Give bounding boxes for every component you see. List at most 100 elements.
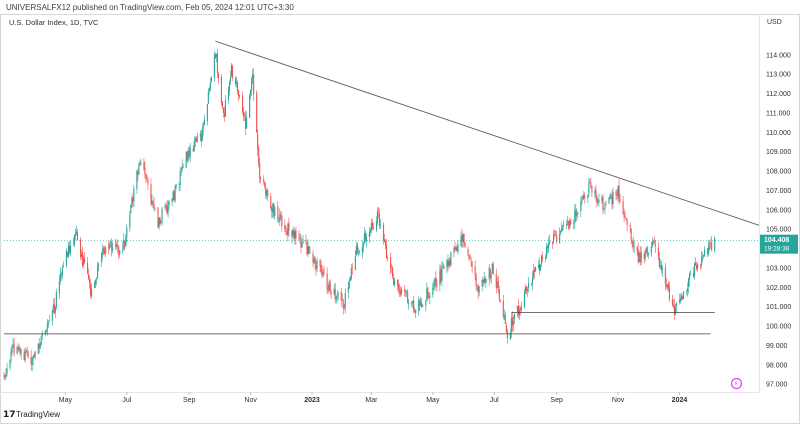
candle-body-328: [464, 242, 466, 248]
y-tick-label-8: 105.000: [766, 227, 791, 234]
candle-396: [561, 222, 563, 232]
candle-235: [334, 282, 336, 304]
candle-376: [532, 263, 535, 280]
candle-381: [540, 263, 542, 272]
candle-body-372: [526, 289, 529, 292]
candle-483: [682, 291, 685, 300]
candle-body-104: [150, 183, 152, 204]
candle-442: [625, 217, 627, 221]
candle-body-85: [123, 239, 125, 249]
candle-body-209: [298, 237, 300, 239]
candle-body-263: [372, 227, 374, 230]
candle-body-115: [165, 205, 167, 206]
candle-body-172: [245, 116, 247, 129]
candle-body-273: [386, 257, 389, 259]
candle-body-95: [137, 172, 139, 175]
candle-body-195: [278, 219, 280, 221]
candle-body-59: [87, 262, 89, 274]
candle-35: [52, 298, 54, 314]
candle-body-35: [52, 305, 54, 311]
candle-145: [207, 88, 209, 104]
candle-176: [251, 76, 253, 96]
candle-body-1: [4, 375, 6, 378]
candle-body-426: [603, 208, 605, 210]
candle-body-234: [333, 289, 335, 294]
candle-262: [371, 219, 373, 231]
candle-body-156: [222, 107, 225, 114]
candle-323: [457, 239, 459, 255]
candle-body-58: [83, 257, 86, 264]
candle-body-327: [463, 234, 465, 243]
candle-279: [397, 279, 399, 291]
candle-body-391: [554, 234, 556, 236]
candle-body-136: [194, 138, 196, 141]
candle-309: [439, 264, 441, 292]
candle-body-18: [27, 353, 29, 356]
candle-341: [483, 272, 485, 285]
candle-body-431: [610, 195, 612, 196]
candle-459: [650, 241, 652, 257]
candle-body-398: [563, 223, 565, 225]
candle-body-418: [591, 185, 593, 193]
candle-151: [215, 53, 217, 63]
candle-body-482: [681, 296, 684, 300]
candle-3: [6, 363, 8, 377]
candle-491: [695, 257, 697, 267]
candle-234: [333, 283, 335, 296]
candle-body-5: [10, 351, 12, 360]
candle-202: [287, 222, 289, 242]
candle-11: [18, 344, 20, 353]
candle-body-496: [702, 255, 704, 257]
candle-body-14: [23, 352, 25, 361]
candle-body-386: [547, 246, 549, 249]
candle-453: [640, 246, 642, 266]
candle-body-196: [279, 214, 281, 221]
candle-body-27: [40, 336, 42, 346]
candle-body-64: [94, 282, 96, 289]
candle-77: [111, 238, 113, 257]
candle-382: [541, 254, 543, 267]
candle-206: [293, 226, 295, 241]
candle-body-207: [294, 231, 296, 239]
candle-body-241: [342, 301, 344, 309]
candle-body-466: [659, 265, 661, 268]
candle-207: [294, 229, 296, 245]
candle-39: [58, 274, 60, 300]
candle-80: [116, 240, 118, 250]
candle-body-218: [309, 253, 311, 254]
candle-body-265: [376, 211, 379, 223]
candle-15: [24, 347, 26, 363]
candle-body-281: [399, 288, 401, 293]
candle-body-282: [400, 290, 402, 295]
candle-138: [196, 132, 198, 143]
candle-body-452: [639, 252, 641, 262]
candle-body-479: [678, 299, 681, 303]
settings-icon[interactable]: ⚡: [730, 377, 743, 390]
candle-body-314: [446, 260, 448, 268]
candle-body-237: [336, 295, 338, 298]
candle-body-86: [124, 240, 126, 246]
candle-body-132: [188, 150, 190, 158]
candle-body-249: [354, 255, 356, 270]
candle-272: [385, 238, 388, 260]
x-tick-label-5: Mar: [365, 397, 378, 404]
candle-body-292: [414, 310, 416, 313]
candle-body-38: [55, 292, 57, 307]
candle-98: [140, 158, 142, 167]
candle-187: [266, 189, 268, 200]
candle-67: [97, 261, 99, 279]
candle-body-335: [475, 275, 477, 286]
candle-78: [112, 242, 114, 254]
candles: [3, 49, 716, 381]
candle-439: [622, 195, 624, 215]
candle-body-124: [178, 184, 180, 186]
candle-387: [548, 236, 550, 253]
candle-body-97: [139, 162, 141, 164]
candle-47: [68, 241, 70, 255]
candle-body-332: [470, 260, 472, 261]
candle-188: [267, 188, 269, 201]
candle-331: [469, 253, 471, 260]
candle-108: [154, 207, 156, 212]
candle-body-459: [650, 246, 652, 254]
